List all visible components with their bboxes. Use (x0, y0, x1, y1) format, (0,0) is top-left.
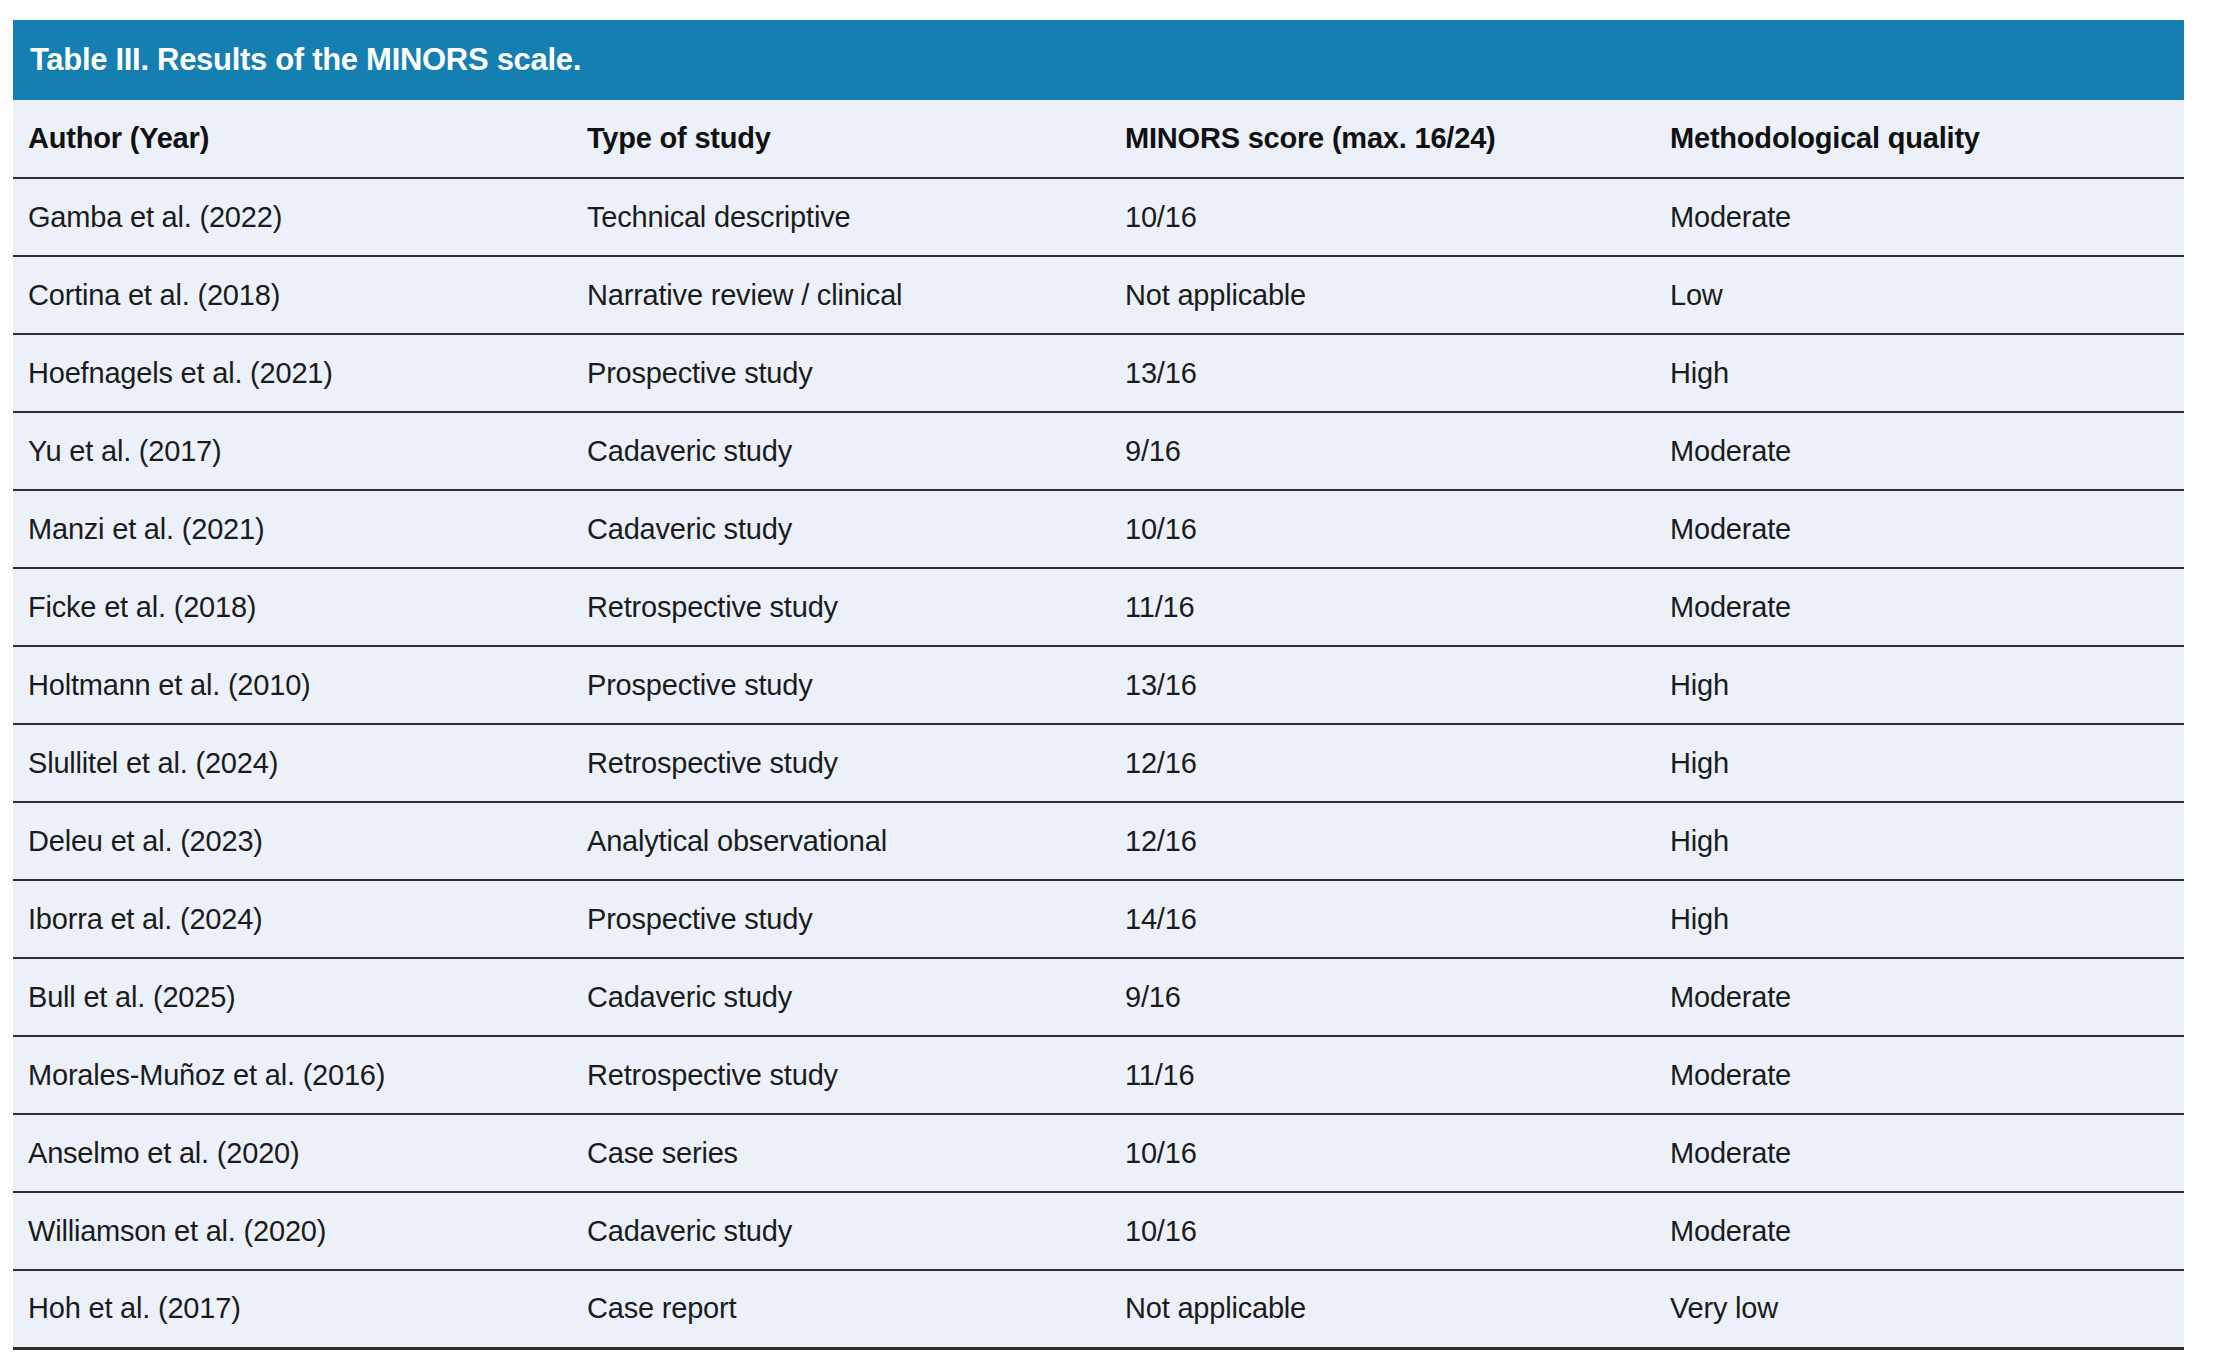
cell-quality: Very low (1670, 1270, 2184, 1348)
cell-score: 10/16 (1125, 178, 1670, 256)
cell-type: Retrospective study (587, 1036, 1125, 1114)
cell-quality: Moderate (1670, 1192, 2184, 1270)
cell-quality: High (1670, 646, 2184, 724)
cell-author: Hoefnagels et al. (2021) (13, 334, 587, 412)
table-row: Manzi et al. (2021)Cadaveric study10/16M… (13, 490, 2184, 568)
table-row: Hoefnagels et al. (2021)Prospective stud… (13, 334, 2184, 412)
cell-score: 11/16 (1125, 568, 1670, 646)
cell-type: Cadaveric study (587, 1192, 1125, 1270)
cell-type: Prospective study (587, 880, 1125, 958)
cell-type: Cadaveric study (587, 490, 1125, 568)
page: Table III. Results of the MINORS scale. … (0, 0, 2222, 1368)
cell-author: Gamba et al. (2022) (13, 178, 587, 256)
cell-score: 12/16 (1125, 724, 1670, 802)
cell-score: Not applicable (1125, 256, 1670, 334)
table-row: Bull et al. (2025)Cadaveric study9/16Mod… (13, 958, 2184, 1036)
cell-type: Retrospective study (587, 568, 1125, 646)
cell-score: 11/16 (1125, 1036, 1670, 1114)
table-row: Morales-Muñoz et al. (2016)Retrospective… (13, 1036, 2184, 1114)
cell-author: Hoh et al. (2017) (13, 1270, 587, 1348)
cell-score: Not applicable (1125, 1270, 1670, 1348)
cell-type: Technical descriptive (587, 178, 1125, 256)
table-row: Ficke et al. (2018)Retrospective study11… (13, 568, 2184, 646)
cell-author: Cortina et al. (2018) (13, 256, 587, 334)
table-row: Williamson et al. (2020)Cadaveric study1… (13, 1192, 2184, 1270)
cell-author: Bull et al. (2025) (13, 958, 587, 1036)
column-header-author: Author (Year) (13, 100, 587, 178)
cell-quality: Moderate (1670, 178, 2184, 256)
column-header-type: Type of study (587, 100, 1125, 178)
table-row: Deleu et al. (2023)Analytical observatio… (13, 802, 2184, 880)
cell-score: 10/16 (1125, 1114, 1670, 1192)
table-row: Hoh et al. (2017)Case reportNot applicab… (13, 1270, 2184, 1348)
cell-author: Ficke et al. (2018) (13, 568, 587, 646)
cell-type: Case series (587, 1114, 1125, 1192)
cell-type: Case report (587, 1270, 1125, 1348)
cell-quality: High (1670, 880, 2184, 958)
cell-score: 9/16 (1125, 958, 1670, 1036)
cell-author: Williamson et al. (2020) (13, 1192, 587, 1270)
minors-results-table: Table III. Results of the MINORS scale. … (13, 20, 2184, 1350)
table-row: Iborra et al. (2024)Prospective study14/… (13, 880, 2184, 958)
minors-table: Author (Year) Type of study MINORS score… (13, 100, 2184, 1350)
table-row: Slullitel et al. (2024)Retrospective stu… (13, 724, 2184, 802)
cell-score: 9/16 (1125, 412, 1670, 490)
cell-type: Cadaveric study (587, 958, 1125, 1036)
cell-type: Prospective study (587, 646, 1125, 724)
cell-quality: High (1670, 802, 2184, 880)
cell-author: Holtmann et al. (2010) (13, 646, 587, 724)
cell-quality: Moderate (1670, 568, 2184, 646)
cell-author: Morales-Muñoz et al. (2016) (13, 1036, 587, 1114)
cell-quality: High (1670, 334, 2184, 412)
cell-score: 13/16 (1125, 334, 1670, 412)
cell-score: 10/16 (1125, 490, 1670, 568)
cell-author: Yu et al. (2017) (13, 412, 587, 490)
cell-quality: Moderate (1670, 490, 2184, 568)
cell-score: 12/16 (1125, 802, 1670, 880)
column-header-quality: Methodological quality (1670, 100, 2184, 178)
header-row: Author (Year) Type of study MINORS score… (13, 100, 2184, 178)
cell-score: 14/16 (1125, 880, 1670, 958)
cell-type: Prospective study (587, 334, 1125, 412)
cell-author: Deleu et al. (2023) (13, 802, 587, 880)
cell-author: Manzi et al. (2021) (13, 490, 587, 568)
table-row: Yu et al. (2017)Cadaveric study9/16Moder… (13, 412, 2184, 490)
table-body: Gamba et al. (2022)Technical descriptive… (13, 178, 2184, 1348)
cell-quality: Moderate (1670, 412, 2184, 490)
table-header: Author (Year) Type of study MINORS score… (13, 100, 2184, 178)
cell-quality: High (1670, 724, 2184, 802)
table-row: Cortina et al. (2018)Narrative review / … (13, 256, 2184, 334)
table-row: Holtmann et al. (2010)Prospective study1… (13, 646, 2184, 724)
column-header-score: MINORS score (max. 16/24) (1125, 100, 1670, 178)
table-row: Gamba et al. (2022)Technical descriptive… (13, 178, 2184, 256)
cell-author: Anselmo et al. (2020) (13, 1114, 587, 1192)
table-title-bar: Table III. Results of the MINORS scale. (13, 20, 2184, 100)
cell-quality: Moderate (1670, 1114, 2184, 1192)
table-row: Anselmo et al. (2020)Case series10/16Mod… (13, 1114, 2184, 1192)
table-title: Table III. Results of the MINORS scale. (30, 42, 581, 78)
cell-type: Analytical observational (587, 802, 1125, 880)
cell-quality: Moderate (1670, 1036, 2184, 1114)
cell-score: 13/16 (1125, 646, 1670, 724)
cell-quality: Moderate (1670, 958, 2184, 1036)
cell-quality: Low (1670, 256, 2184, 334)
cell-author: Slullitel et al. (2024) (13, 724, 587, 802)
cell-type: Retrospective study (587, 724, 1125, 802)
cell-author: Iborra et al. (2024) (13, 880, 587, 958)
cell-type: Narrative review / clinical (587, 256, 1125, 334)
cell-score: 10/16 (1125, 1192, 1670, 1270)
cell-type: Cadaveric study (587, 412, 1125, 490)
